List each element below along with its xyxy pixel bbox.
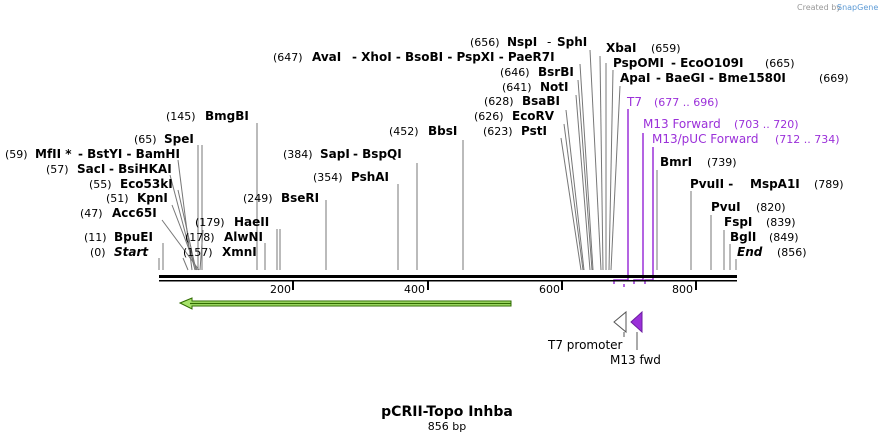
tick-label: 600 — [539, 283, 560, 296]
m13-fwd-arrow[interactable] — [630, 310, 643, 334]
site-name-fspi[interactable]: FspI — [724, 215, 752, 229]
tick-label: 400 — [404, 283, 425, 296]
site-name-bmgbi[interactable]: BmgBI — [205, 109, 249, 123]
site-pos: (659) — [651, 42, 681, 55]
site-name-mspa1i[interactable]: MspA1I — [750, 177, 800, 191]
orf-arrow[interactable] — [178, 297, 512, 310]
site-name-bsabi[interactable]: BsaBI — [522, 94, 560, 108]
site-name-bmri[interactable]: BmrI — [660, 155, 692, 169]
site-name-sapi-group[interactable]: - BspQI — [353, 147, 402, 161]
site-pos: (789) — [814, 178, 844, 191]
site-pos: (384) — [283, 148, 313, 161]
site-name-pspomi[interactable]: PspOMI — [613, 56, 664, 70]
site-pos: (669) — [819, 72, 849, 85]
sequence-backbone — [159, 275, 737, 282]
site-name-pvuii[interactable]: PvuII - — [690, 177, 733, 191]
site-pos: (849) — [769, 231, 799, 244]
site-name-bpuei[interactable]: BpuEI — [114, 230, 153, 244]
primer-lines — [613, 109, 654, 287]
site-name-bgli[interactable]: BglI — [730, 230, 756, 244]
site-pos: (452) — [389, 125, 419, 138]
site-name-kpni[interactable]: KpnI — [137, 191, 168, 205]
site-pos: (628) — [484, 95, 514, 108]
site-name-spei[interactable]: SpeI — [164, 132, 194, 146]
tick-label: 800 — [672, 283, 693, 296]
site-pos: (65) — [134, 133, 157, 146]
site-pos: (0) — [90, 246, 106, 259]
primer-t7-name[interactable]: T7 — [626, 95, 642, 109]
site-pos: (646) — [500, 66, 530, 79]
site-name-alwni[interactable]: AlwNI — [224, 230, 263, 244]
site-pos: (55) — [89, 178, 112, 191]
site-name-xbai[interactable]: XbaI — [606, 41, 636, 55]
site-name-saci[interactable]: SacI — [77, 162, 105, 176]
site-pos: (665) — [765, 57, 795, 70]
site-name-mfii-group[interactable]: - BstYI - BamHI — [78, 147, 180, 161]
site-pos: (820) — [756, 201, 786, 214]
site-sep: - — [547, 35, 551, 49]
primer-m13-forward-range: (703 .. 720) — [734, 118, 799, 131]
primer-m13-puc-forward-name[interactable]: M13/pUC Forward — [652, 132, 759, 146]
site-pos: (145) — [166, 110, 196, 123]
site-pos: (11) — [84, 231, 107, 244]
site-name-avai-group[interactable]: - XhoI - BsoBI - PspXI - PaeR7I — [352, 50, 555, 64]
site-pos: (47) — [80, 207, 103, 220]
site-name-pvui[interactable]: PvuI — [711, 200, 741, 214]
site-name-sapi[interactable]: SapI — [320, 147, 350, 161]
site-name-haeii[interactable]: HaeII — [234, 215, 269, 229]
site-labels: (656) NspI - SphI XbaI (659) (647) AvaI … — [5, 35, 849, 259]
site-name-nspi[interactable]: NspI — [507, 35, 537, 49]
site-name-ecorv[interactable]: EcoRV — [512, 109, 555, 123]
site-name-apai[interactable]: ApaI — [620, 71, 650, 85]
site-pos: (59) — [5, 148, 28, 161]
site-name-bsrbi[interactable]: BsrBI — [538, 65, 574, 79]
site-name-avai[interactable]: AvaI — [312, 50, 341, 64]
site-name-acc65i[interactable]: Acc65I — [112, 206, 157, 220]
site-pos: (57) — [46, 163, 69, 176]
site-pos: (249) — [243, 192, 273, 205]
site-pos: (354) — [313, 171, 343, 184]
site-name-eco53ki[interactable]: Eco53kI — [120, 177, 173, 191]
site-pos: (626) — [474, 110, 504, 123]
t7-promoter-arrow[interactable] — [613, 310, 627, 334]
site-name-noti[interactable]: NotI — [540, 80, 569, 94]
site-name-saci-group[interactable]: - BsiHKAI — [109, 162, 172, 176]
site-pos: (623) — [483, 125, 513, 138]
site-pos: (157) — [183, 246, 213, 259]
site-pos: (839) — [766, 216, 796, 229]
site-name-pshai[interactable]: PshAI — [351, 170, 389, 184]
site-pos: (856) — [777, 246, 807, 259]
site-name-pspomi-group[interactable]: - EcoO109I — [671, 56, 743, 70]
site-name-start: Start — [114, 245, 149, 259]
site-name-xmni[interactable]: XmnI — [222, 245, 257, 259]
site-name-apai-group[interactable]: - BaeGI - Bme1580I — [656, 71, 786, 85]
site-leader-lines — [158, 49, 737, 271]
primer-t7-range: (677 .. 696) — [654, 96, 719, 109]
primer-m13-forward-name[interactable]: M13 Forward — [643, 117, 721, 131]
site-name-mfii[interactable]: MfII * — [35, 147, 72, 161]
site-name-psti[interactable]: PstI — [521, 124, 547, 138]
feature-label-t7-promoter: T7 promoter — [547, 338, 623, 352]
site-pos: (656) — [470, 36, 500, 49]
feature-label-m13-fwd: M13 fwd — [610, 353, 661, 367]
site-name-bseri[interactable]: BseRI — [281, 191, 319, 205]
site-pos: (178) — [185, 231, 215, 244]
site-pos: (647) — [273, 51, 303, 64]
site-pos: (641) — [502, 81, 532, 94]
credit-text: Created by — [797, 3, 841, 12]
site-name-end: End — [737, 245, 763, 259]
site-name-bbsi[interactable]: BbsI — [428, 124, 457, 138]
site-pos: (179) — [195, 216, 225, 229]
primer-m13-puc-forward-range: (712 .. 734) — [775, 133, 840, 146]
snapgene-logo[interactable]: SnapGene — [837, 3, 878, 12]
tick-label: 200 — [270, 283, 291, 296]
ruler-ticks — [292, 281, 697, 290]
site-name-sphi[interactable]: SphI — [557, 35, 587, 49]
site-pos: (739) — [707, 156, 737, 169]
map-title: pCRII-Topo Inhba — [381, 404, 513, 420]
site-pos: (51) — [106, 192, 129, 205]
map-length: 856 bp — [428, 420, 466, 433]
